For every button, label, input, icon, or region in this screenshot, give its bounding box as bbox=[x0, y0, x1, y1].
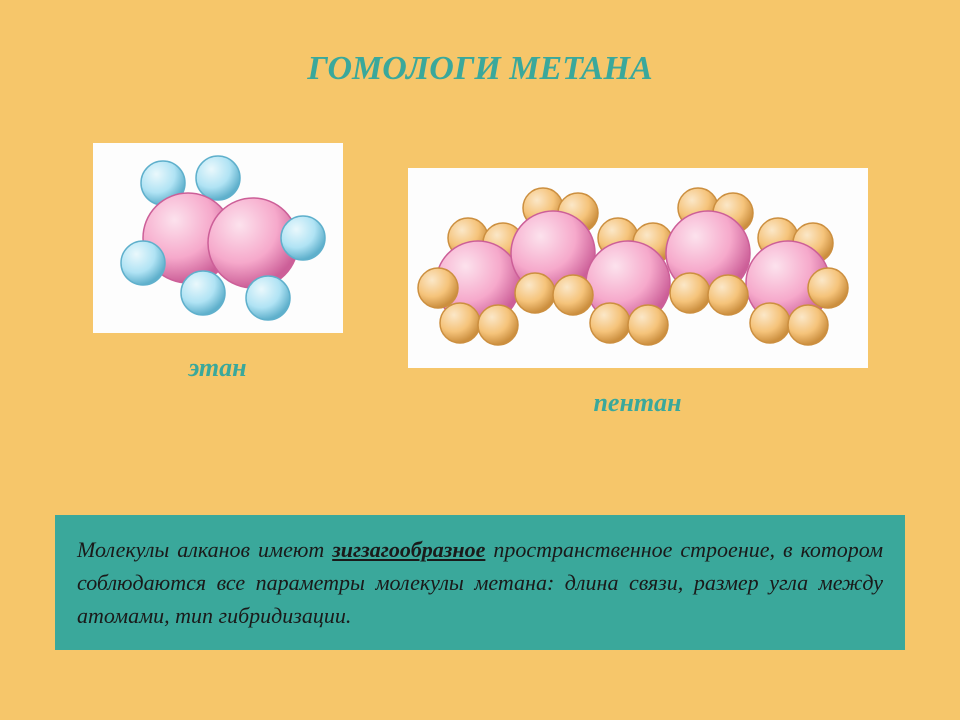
description-text-pre: Молекулы алканов имеют bbox=[77, 537, 332, 562]
molecules-row: этан пентан bbox=[60, 128, 900, 428]
ethane-label: этан bbox=[188, 353, 246, 383]
page-title: ГОМОЛОГИ МЕТАНА bbox=[60, 50, 900, 88]
description-box: Молекулы алканов имеют зигзагообразное п… bbox=[55, 515, 905, 650]
pentane-molecule bbox=[408, 168, 868, 368]
description-emph: зигзагообразное bbox=[332, 537, 485, 562]
slide: ГОМОЛОГИ МЕТАНА этан пентан Молекулы алк… bbox=[0, 0, 960, 720]
pentane-group: пентан bbox=[408, 168, 868, 418]
ethane-molecule bbox=[93, 143, 343, 333]
ethane-group: этан bbox=[93, 143, 343, 383]
pentane-label: пентан bbox=[593, 388, 681, 418]
